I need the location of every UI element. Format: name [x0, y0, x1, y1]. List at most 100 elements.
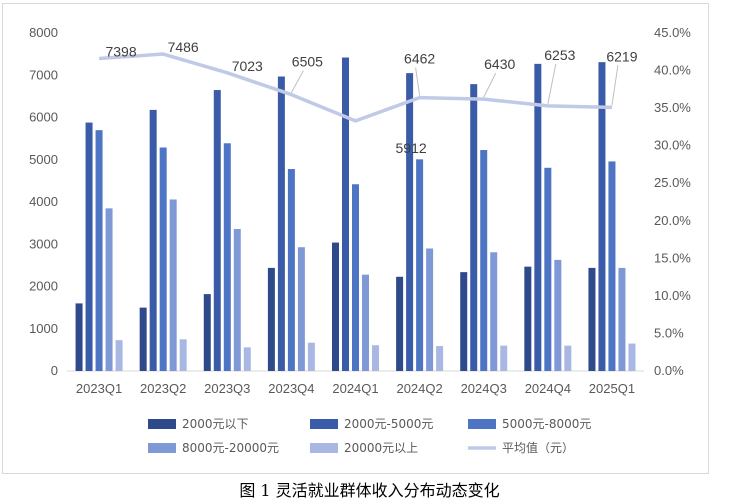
bar	[352, 184, 359, 371]
x-tick-label: 2024Q2	[396, 381, 442, 396]
average-data-label: 7486	[168, 39, 199, 55]
y-tick-label: 8000	[29, 25, 58, 40]
y2-tick-label: 45.0%	[654, 25, 691, 40]
y2-tick-label: 20.0%	[654, 213, 691, 228]
bars	[75, 57, 636, 372]
bar	[139, 307, 147, 371]
bar	[95, 130, 103, 371]
bar	[277, 76, 285, 371]
bar	[159, 147, 167, 371]
legend-label: 平均值（元）	[502, 440, 574, 455]
average-data-labels: 7398 7486 7023 6505 5912 6462 6430 6253 6219	[105, 39, 637, 156]
right-axis-ticks: 0.0% 5.0% 10.0% 15.0% 20.0% 25.0% 30.0% 35.0% 40…	[654, 25, 691, 378]
y-tick-label: 5000	[29, 152, 58, 167]
legend-swatch	[148, 419, 176, 429]
bar	[480, 150, 488, 371]
left-axis-ticks: 0 1000 2000 3000 4000 5000 6000 7000 8000	[29, 25, 58, 378]
average-data-label: 6219	[606, 48, 637, 64]
average-data-label: 5912	[396, 140, 427, 156]
bar	[372, 345, 379, 371]
bar	[470, 84, 478, 371]
bar	[297, 247, 305, 371]
y2-tick-label: 25.0%	[654, 175, 691, 190]
bar	[534, 63, 542, 371]
bar	[490, 252, 498, 371]
bar	[169, 199, 177, 371]
bar	[460, 272, 468, 371]
figure-caption: 图 1 灵活就业群体收入分布动态变化	[239, 481, 500, 500]
y2-tick-label: 15.0%	[654, 250, 691, 265]
bar	[362, 274, 369, 371]
bar	[307, 342, 315, 371]
bar	[203, 294, 211, 371]
x-tick-label: 2023Q3	[204, 381, 250, 396]
label-leader-line	[547, 63, 557, 104]
bar	[608, 161, 616, 371]
bar	[213, 90, 221, 371]
y2-tick-label: 40.0%	[654, 63, 691, 78]
y-tick-label: 2000	[29, 279, 58, 294]
y2-tick-label: 5.0%	[654, 325, 684, 340]
bar	[564, 345, 572, 371]
bar	[588, 267, 596, 371]
bar	[598, 62, 606, 372]
y-tick-label: 7000	[29, 67, 58, 82]
bar	[628, 343, 636, 371]
x-tick-label: 2024Q3	[461, 381, 507, 396]
bar	[233, 229, 241, 371]
bar	[75, 303, 83, 371]
x-tick-label: 2024Q1	[332, 381, 378, 396]
x-tick-label: 2023Q1	[76, 381, 122, 396]
average-line	[98, 52, 612, 123]
label-leader-line	[483, 72, 497, 98]
legend-swatch	[310, 419, 338, 429]
bar	[267, 267, 275, 371]
bar	[342, 57, 349, 371]
bar	[416, 159, 424, 371]
bar	[500, 345, 508, 371]
x-axis-ticks: 2023Q1 2023Q2 2023Q3 2023Q4 2024Q1 2024Q2 2024…	[76, 381, 635, 396]
y-tick-label: 1000	[29, 321, 58, 336]
bar	[149, 109, 157, 372]
average-data-label: 7398	[105, 44, 136, 60]
legend-label: 8000元-20000元	[182, 441, 279, 455]
bar	[406, 73, 414, 371]
y-tick-label: 0	[51, 363, 58, 378]
legend: 2000元以下 2000元-5000元 5000元-8000元 8000元-20000…	[148, 417, 591, 455]
label-leader-line	[415, 67, 421, 96]
x-tick-label: 2023Q2	[140, 381, 186, 396]
bar	[223, 143, 231, 371]
y-tick-label: 6000	[29, 110, 58, 125]
bar	[618, 267, 626, 371]
legend-swatch	[468, 419, 496, 429]
bar	[396, 276, 404, 371]
x-tick-label: 2024Q4	[525, 381, 571, 396]
bar	[287, 169, 295, 371]
bar	[436, 346, 444, 371]
label-leader-line	[611, 65, 619, 106]
y-tick-label: 3000	[29, 236, 58, 251]
legend-swatch	[148, 443, 176, 453]
bar	[554, 259, 562, 371]
legend-label: 20000元以上	[344, 441, 418, 455]
legend-label: 2000元-5000元	[344, 417, 433, 431]
legend-label: 2000元以下	[182, 417, 249, 431]
average-data-label: 6430	[484, 56, 515, 72]
bar	[544, 167, 552, 371]
average-data-label: 6505	[292, 54, 323, 70]
average-data-label: 6253	[544, 47, 575, 63]
bar	[332, 242, 339, 371]
y-tick-label: 4000	[29, 194, 58, 209]
y2-tick-label: 10.0%	[654, 288, 691, 303]
label-leader-line	[290, 70, 304, 93]
average-line-group	[98, 52, 612, 123]
bar	[426, 248, 434, 371]
y2-tick-label: 35.0%	[654, 100, 691, 115]
bar	[115, 340, 123, 371]
average-data-label: 7023	[232, 58, 263, 74]
bar	[179, 339, 187, 371]
bar	[105, 208, 113, 371]
y2-tick-label: 0.0%	[654, 363, 684, 378]
bar	[85, 122, 93, 371]
bar	[243, 347, 251, 371]
